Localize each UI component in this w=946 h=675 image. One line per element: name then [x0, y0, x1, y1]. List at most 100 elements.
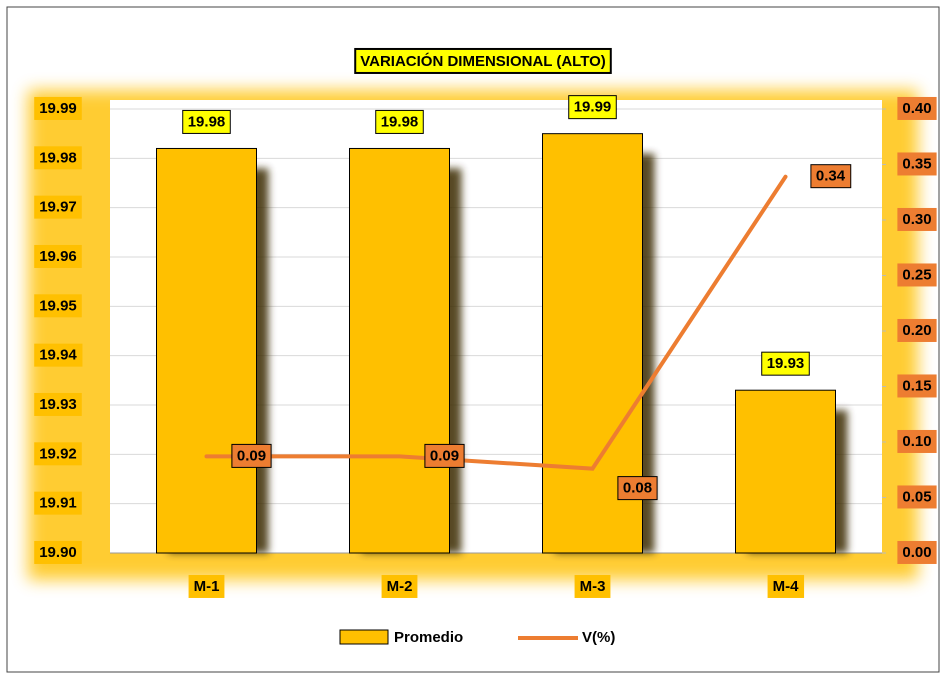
y-tick-label-group: 19.94	[34, 343, 83, 367]
bar-value-label: 19.93	[767, 355, 805, 372]
y2-tick-label: 0.35	[902, 155, 931, 172]
legend-label: Promedio	[394, 629, 463, 646]
bar-value-label: 19.99	[574, 99, 612, 116]
y-tick-label-box	[34, 294, 82, 318]
y-tick-label-group: 19.90	[34, 540, 82, 564]
bar-value-label-group: 19.99	[568, 95, 617, 120]
chart-title-group: VARIACIÓN DIMENSIONAL (ALTO)	[354, 47, 612, 74]
line-value-label: 0.34	[816, 168, 846, 185]
bar-value-label: 19.98	[188, 113, 226, 130]
y2-tick-label-group: 0.00	[897, 540, 937, 564]
bar-value-label: 19.98	[381, 113, 419, 130]
y2-tick-label-group: 0.05	[897, 485, 937, 509]
chart-title: VARIACIÓN DIMENSIONAL (ALTO)	[360, 52, 606, 70]
y-tick-label-box	[34, 146, 82, 170]
y-tick-label-box	[34, 244, 82, 268]
y-tick-label: 19.99	[39, 100, 77, 117]
y-tick-label: 19.92	[39, 445, 77, 462]
bar	[156, 147, 257, 554]
line	[204, 174, 788, 471]
y-tick-label: 19.97	[39, 199, 77, 216]
line-value-label-group: 0.09	[424, 443, 465, 468]
y-tick-label-box	[34, 540, 82, 564]
x-tick-label-group: M-4	[767, 574, 805, 598]
chart-title-box	[354, 47, 612, 74]
y2-tick-label-box	[897, 540, 937, 564]
y-tick-label-group: 19.92	[34, 442, 82, 466]
y-tick-label-group: 19.93	[34, 392, 82, 416]
y2-tick-label: 0.40	[902, 100, 931, 117]
y2-tick-label-box	[897, 485, 937, 509]
y-tick-label: 19.95	[39, 297, 77, 314]
y-tick-label: 19.98	[39, 149, 77, 166]
x-tick-label-box	[381, 574, 418, 598]
bar-value-label-box	[761, 351, 810, 376]
y2-tick-label: 0.05	[902, 488, 931, 505]
line-value-label-group: 0.09	[231, 443, 272, 468]
y-tick-label: 19.94	[39, 347, 77, 364]
y-tick-label-box	[34, 195, 82, 219]
x-tick-label: M-1	[194, 578, 220, 595]
y-tick-label-group: 19.98	[34, 146, 82, 170]
y2-tick-label-group: 0.35	[897, 152, 937, 176]
y2-tick-label-group: 0.15	[897, 374, 937, 398]
bar-value-label-box	[182, 109, 231, 134]
bar-value-label-box	[568, 95, 617, 120]
line-value-label: 0.09	[430, 447, 459, 464]
y-tick-label-box	[34, 442, 82, 466]
x-tick-label: M-2	[387, 578, 413, 595]
line-value-label: 0.08	[623, 480, 652, 497]
y2-tick-label-group: 0.40	[897, 96, 937, 120]
y2-tick-label-box	[897, 318, 937, 342]
bar-value-label-box	[375, 109, 424, 134]
bar	[349, 147, 450, 554]
bar-value-label-group: 19.93	[761, 351, 810, 376]
y-tick-label-group: 19.96	[34, 244, 82, 268]
y-tick-label-group: 19.99	[34, 96, 82, 120]
y-tick-label: 19.93	[39, 396, 77, 413]
y-tick-label-group: 19.95	[34, 294, 82, 318]
line-value-label-box	[617, 476, 658, 501]
line-value-label-box	[231, 443, 272, 468]
y2-tick-label-box	[897, 263, 937, 287]
x-tick-label-box	[574, 574, 611, 598]
y-tick-label-box	[34, 343, 83, 367]
y2-tick-label-box	[897, 152, 937, 176]
y-tick-label-box	[34, 96, 82, 120]
y-tick-label: 19.96	[39, 248, 77, 265]
bar-value-label-group: 19.98	[375, 109, 424, 134]
y2-tick-label-group: 0.20	[897, 318, 937, 342]
line-value-label-group: 0.34	[810, 164, 852, 189]
y-tick-label-group: 19.91	[34, 491, 82, 515]
y2-tick-label-group: 0.10	[897, 429, 937, 453]
line-value-label-box	[810, 164, 852, 189]
y2-tick-label: 0.00	[902, 544, 931, 561]
x-tick-label-group: M-1	[188, 574, 225, 598]
y2-tick-label: 0.15	[902, 377, 931, 394]
y2-tick-label-box	[897, 207, 937, 231]
x-tick-label-group: M-3	[574, 574, 611, 598]
legend-label: V(%)	[582, 629, 615, 646]
y-tick-label-group: 19.97	[34, 195, 82, 219]
y2-tick-label-group: 0.30	[897, 207, 937, 231]
line-value-label-box	[424, 443, 465, 468]
x-tick-label-box	[767, 574, 805, 598]
y2-tick-label-box	[897, 374, 937, 398]
y-tick-label-box	[34, 491, 82, 515]
legend-swatch	[339, 629, 389, 645]
y2-tick-label: 0.30	[902, 211, 931, 228]
y2-tick-label-box	[897, 429, 937, 453]
y2-tick-label: 0.25	[902, 266, 931, 283]
bar-value-label-group: 19.98	[182, 109, 231, 134]
y-tick-label-box	[34, 392, 82, 416]
bar	[735, 389, 836, 554]
line-value-label: 0.09	[237, 447, 266, 464]
y-tick-label: 19.91	[39, 495, 77, 512]
x-tick-label-group: M-2	[381, 574, 418, 598]
y2-tick-label: 0.20	[902, 322, 931, 339]
x-tick-label-box	[188, 574, 225, 598]
y2-tick-label: 0.10	[902, 433, 931, 450]
y-tick-label: 19.90	[39, 544, 77, 561]
